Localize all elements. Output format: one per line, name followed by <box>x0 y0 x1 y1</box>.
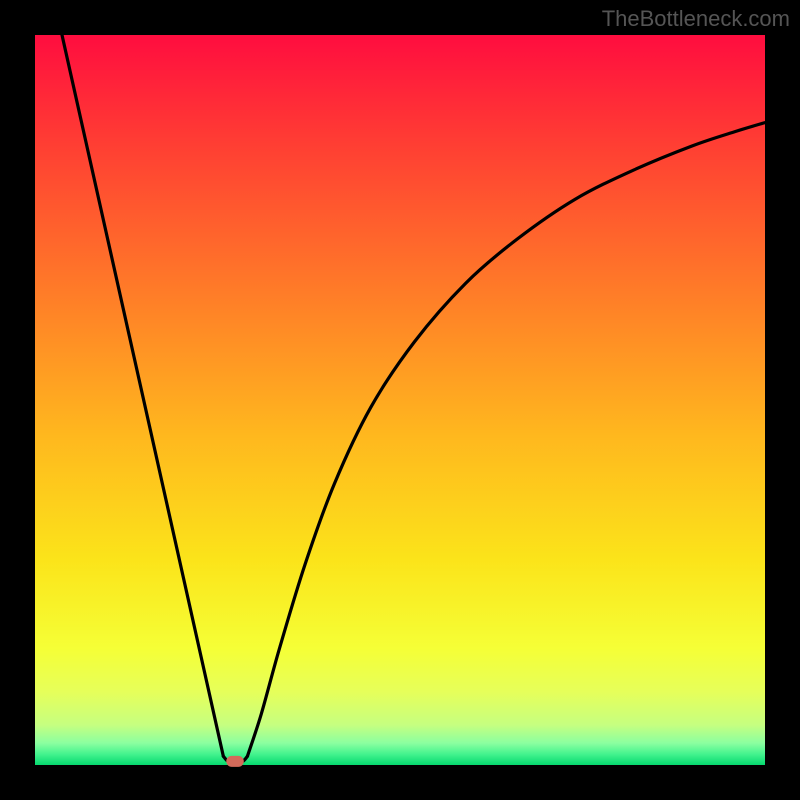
minimum-marker <box>226 756 244 767</box>
optimum-marker <box>226 756 244 767</box>
chart-svg <box>0 0 800 800</box>
watermark-label: TheBottleneck.com <box>602 6 790 32</box>
chart-container: TheBottleneck.com <box>0 0 800 800</box>
